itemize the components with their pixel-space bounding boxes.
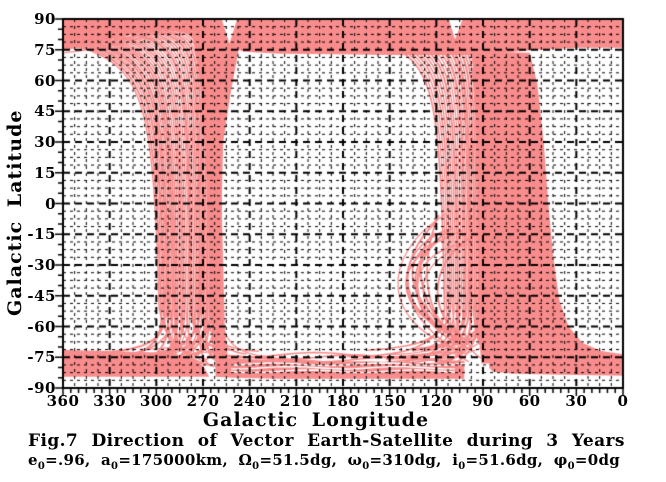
x-tick-label: 60 xyxy=(518,392,541,410)
x-axis-title: Galactic Longitude xyxy=(202,409,430,431)
y-tick-label: 45 xyxy=(34,102,56,121)
figure-parameters: e0=.96, a0=175000km, Ω0=51.5dg, ω0=310dg… xyxy=(28,451,621,472)
x-tick-label: 240 xyxy=(233,392,267,410)
x-tick-label: 120 xyxy=(419,392,453,410)
x-tick-label: 180 xyxy=(326,392,360,410)
y-tick-label: 75 xyxy=(34,40,56,59)
y-axis-title: Galactic Latitude xyxy=(4,110,26,316)
y-tick-label: -45 xyxy=(27,286,56,305)
y-tick-label: 60 xyxy=(34,71,56,90)
y-tick-label: -75 xyxy=(27,348,56,367)
y-tick-label: -90 xyxy=(27,379,56,397)
x-tick-label: 330 xyxy=(93,392,127,410)
y-tick-label: 90 xyxy=(34,10,56,28)
y-tick-label: -30 xyxy=(27,256,56,274)
y-tick-label: -15 xyxy=(27,225,56,244)
x-tick-label: 0 xyxy=(617,392,629,410)
y-tick-label: 15 xyxy=(34,163,56,182)
x-tick-label: 30 xyxy=(565,392,588,410)
x-tick-label: 90 xyxy=(472,392,494,410)
x-tick-label: 270 xyxy=(186,392,220,410)
figure-caption: Fig.7 Direction of Vector Earth-Satellit… xyxy=(28,431,625,451)
x-tick-label: 360 xyxy=(46,392,80,410)
y-tick-label: 30 xyxy=(34,133,56,151)
x-tick-label: 150 xyxy=(373,392,407,410)
x-tick-label: 210 xyxy=(279,392,313,410)
y-tick-label: -60 xyxy=(27,317,56,336)
x-tick-label: 300 xyxy=(139,392,173,410)
y-tick-label: 0 xyxy=(45,194,56,213)
